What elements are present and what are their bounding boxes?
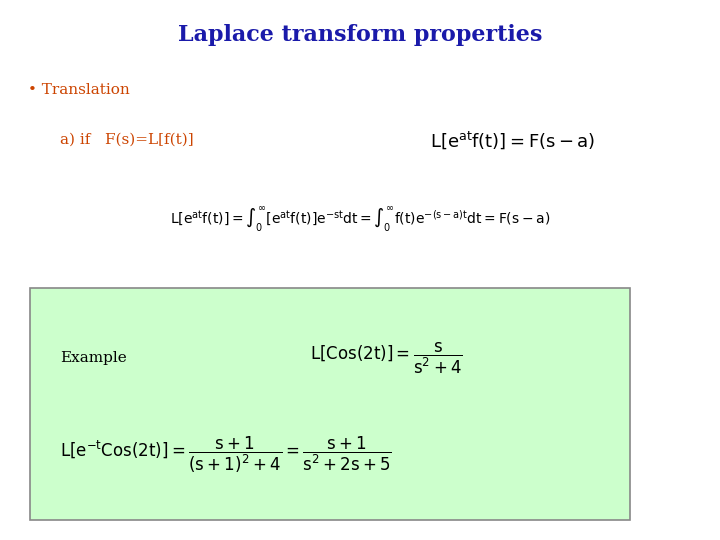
Text: $\mathrm{L[e^{at}f(t)] = F(s-a)}$: $\mathrm{L[e^{at}f(t)] = F(s-a)}$ <box>430 129 595 151</box>
FancyBboxPatch shape <box>30 288 630 520</box>
Text: Example: Example <box>60 351 127 365</box>
Text: $\mathrm{L[Cos(2t)] = \dfrac{s}{s^2+4}}$: $\mathrm{L[Cos(2t)] = \dfrac{s}{s^2+4}}$ <box>310 340 463 376</box>
Text: $\mathrm{L[e^{-t}Cos(2t)] = \dfrac{s+1}{(s+1)^2+4} = \dfrac{s+1}{s^2+2s+5}}$: $\mathrm{L[e^{-t}Cos(2t)] = \dfrac{s+1}{… <box>60 435 392 475</box>
Text: a) if   F(s)=L[f(t)]: a) if F(s)=L[f(t)] <box>60 133 194 147</box>
Text: $\mathrm{L[e^{at}f(t)] = \int_0^{\infty}[e^{at}f(t)]e^{-st}dt = \int_0^{\infty}f: $\mathrm{L[e^{at}f(t)] = \int_0^{\infty}… <box>170 206 550 234</box>
Text: • Translation: • Translation <box>28 83 130 97</box>
Text: Laplace transform properties: Laplace transform properties <box>178 24 542 46</box>
